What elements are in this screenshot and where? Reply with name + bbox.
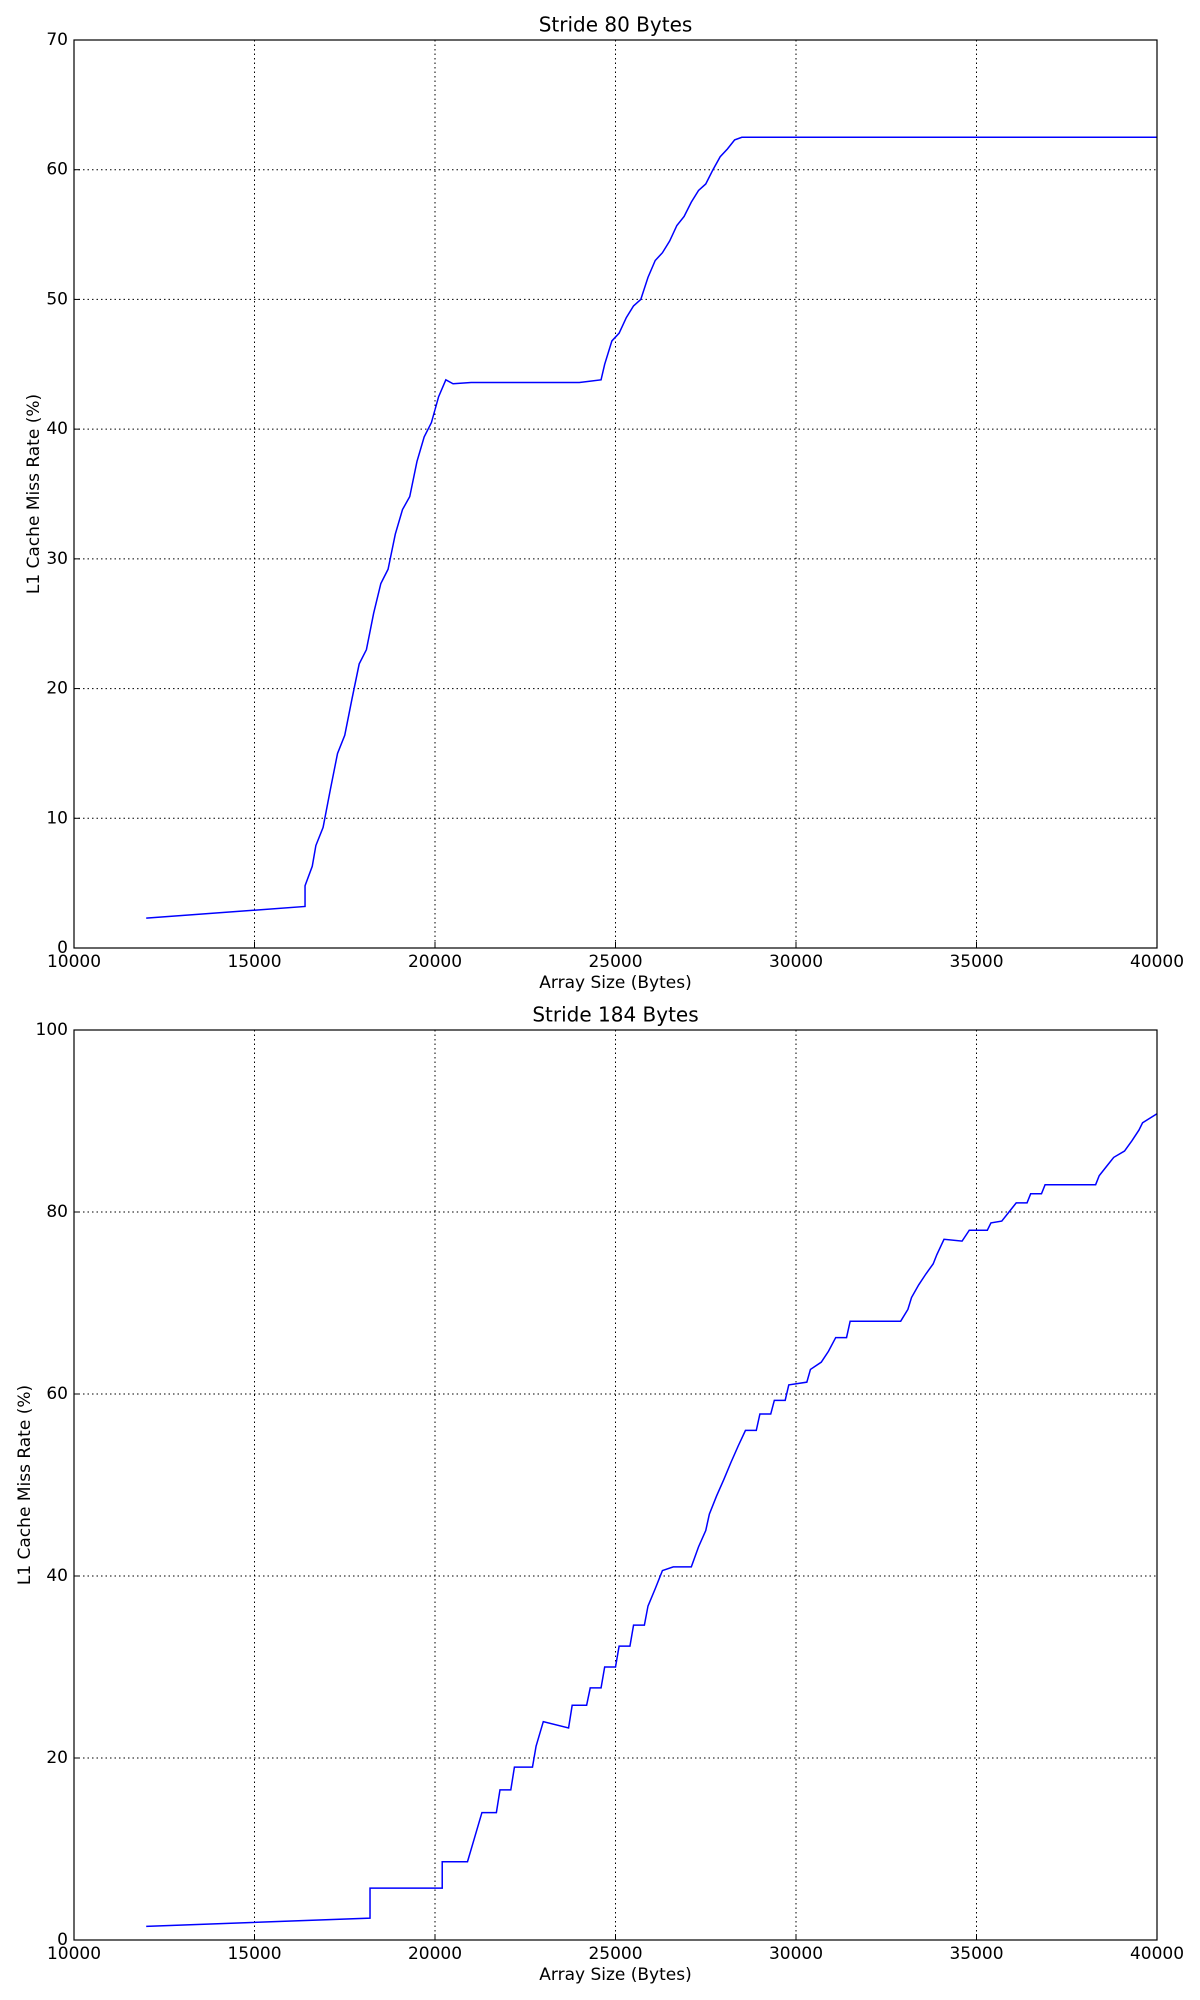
x-tick-label: 35000 [949,1944,1003,1964]
y-tick-label: 50 [46,289,68,309]
y-tick-label: 40 [46,419,68,439]
chart-title: Stride 184 Bytes [532,1003,698,1027]
x-tick-label: 15000 [227,952,281,972]
x-tick-label: 30000 [769,952,823,972]
y-tick-label: 20 [46,679,68,699]
y-tick-label: 20 [46,1748,68,1768]
y-axis-label: L1 Cache Miss Rate (%) [24,394,44,594]
plot-frame [73,1029,1158,1941]
y-tick-label: 70 [46,30,68,50]
x-tick-label: 20000 [408,952,462,972]
x-axis-label: Array Size (Bytes) [539,973,691,993]
x-axis-label: Array Size (Bytes) [539,1965,691,1985]
y-tick-label: 100 [36,1020,68,1040]
x-tick-label: 30000 [769,1944,823,1964]
x-tick-label: 40000 [1130,1944,1184,1964]
y-tick-label: 0 [57,938,68,958]
y-tick-label: 0 [57,1930,68,1950]
chart-title: Stride 80 Bytes [539,13,693,37]
y-tick-label: 10 [46,808,68,828]
x-tick-label: 10000 [47,952,101,972]
data-line [146,1113,1158,1928]
y-tick-label: 80 [46,1202,68,1222]
x-tick-label: 25000 [588,1944,642,1964]
y-axis-label: L1 Cache Miss Rate (%) [15,1385,35,1585]
plot-frame [73,39,1158,949]
x-tick-label: 20000 [408,1944,462,1964]
x-tick-label: 10000 [47,1944,101,1964]
y-tick-label: 30 [46,549,68,569]
y-tick-label: 60 [46,160,68,180]
x-tick-label: 35000 [949,952,1003,972]
data-line [146,136,1157,919]
x-tick-label: 25000 [588,952,642,972]
x-tick-label: 40000 [1130,952,1184,972]
y-tick-label: 40 [46,1566,68,1586]
y-tick-label: 60 [46,1384,68,1404]
x-tick-label: 15000 [227,1944,281,1964]
